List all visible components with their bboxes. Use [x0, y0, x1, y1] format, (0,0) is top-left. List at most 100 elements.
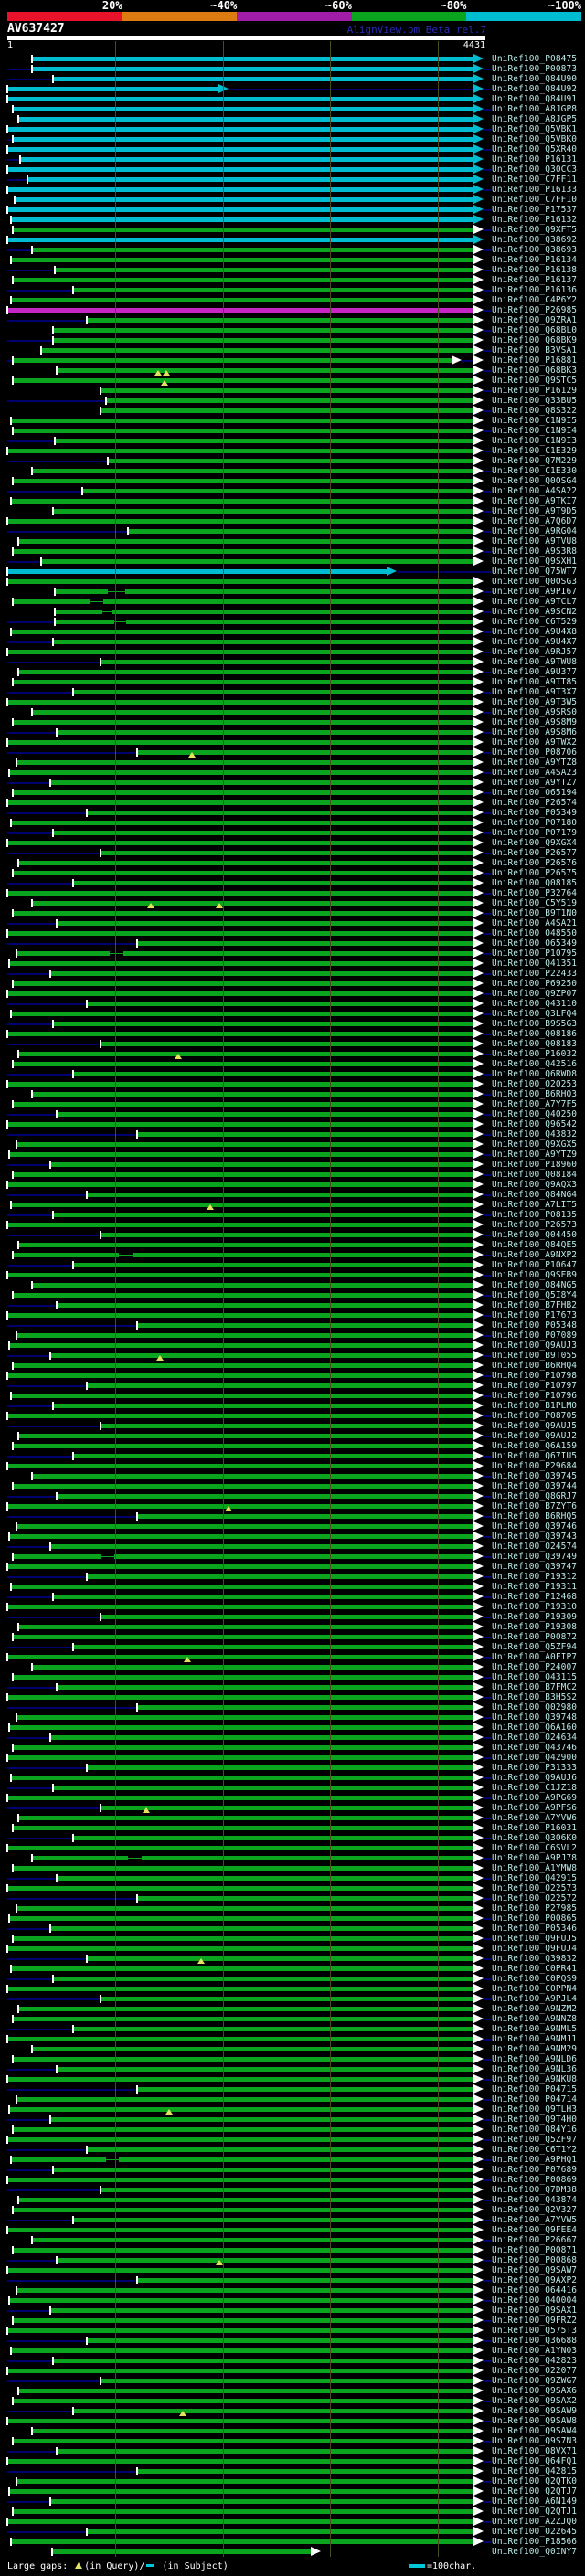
hit-label[interactable]: UniRef100_A9PI67 [492, 587, 578, 597]
alignment-bar[interactable] [16, 760, 473, 765]
alignment-bar[interactable] [72, 2218, 473, 2222]
alignment-bar[interactable] [11, 1394, 473, 1398]
alignment-bar[interactable] [9, 1916, 473, 1921]
alignment-bar[interactable] [72, 2027, 473, 2031]
alignment-bar[interactable] [56, 368, 473, 373]
hit-label[interactable]: UniRef100_P26573 [492, 1220, 578, 1230]
alignment-bar[interactable] [9, 1152, 473, 1157]
alignment-bar[interactable] [7, 1414, 473, 1418]
alignment-bar[interactable] [13, 1172, 473, 1177]
alignment-bar[interactable] [11, 1203, 473, 1207]
alignment-bar[interactable] [16, 951, 473, 956]
alignment-bar[interactable] [50, 780, 473, 785]
hit-label[interactable]: UniRef100_Q9ZWG7 [492, 2376, 578, 2386]
hit-label[interactable]: UniRef100_A4SA22 [492, 486, 578, 496]
hit-label[interactable]: UniRef100_P18960 [492, 1160, 578, 1170]
hit-label[interactable]: UniRef100_A9NXP2 [492, 1250, 578, 1260]
hit-label[interactable]: UniRef100_Q43746 [492, 1743, 578, 1753]
alignment-bar[interactable] [31, 469, 473, 473]
hit-label[interactable]: UniRef100_P00868 [492, 2255, 578, 2265]
alignment-bar[interactable] [7, 519, 473, 524]
alignment-bar[interactable] [13, 599, 473, 604]
alignment-bar[interactable] [52, 338, 473, 343]
alignment-bar[interactable] [13, 2208, 473, 2212]
hit-label[interactable]: UniRef100_Q9XGX5 [492, 1140, 578, 1150]
alignment-bar[interactable] [7, 1886, 473, 1891]
hit-label[interactable]: UniRef100_Q84Y16 [492, 2125, 578, 2135]
alignment-bar[interactable] [40, 559, 473, 564]
hit-label[interactable]: UniRef100_C6T529 [492, 617, 578, 627]
hit-label[interactable]: UniRef100_P19308 [492, 1622, 578, 1632]
alignment-bar[interactable] [86, 2529, 473, 2534]
alignment-bar[interactable] [127, 529, 473, 534]
alignment-bar[interactable] [50, 2499, 473, 2504]
hit-label[interactable]: UniRef100_C0PQS9 [492, 1974, 578, 1984]
hit-label[interactable]: UniRef100_Q8VX71 [492, 2446, 578, 2456]
hit-label[interactable]: UniRef100_C1E329 [492, 446, 578, 456]
alignment-bar[interactable] [50, 1162, 473, 1167]
hit-label[interactable]: UniRef100_A0FIP7 [492, 1652, 578, 1662]
hit-label[interactable]: UniRef100_O65194 [492, 788, 578, 798]
alignment-bar[interactable] [108, 459, 473, 463]
alignment-bar[interactable] [7, 1755, 473, 1760]
alignment-bar[interactable] [18, 2198, 473, 2202]
hit-label[interactable]: UniRef100_Q08186 [492, 1029, 578, 1039]
alignment-bar[interactable] [56, 921, 473, 926]
hit-label[interactable]: UniRef100_B3VSA1 [492, 345, 578, 355]
hit-label[interactable]: UniRef100_Q68BK3 [492, 366, 578, 376]
hit-label[interactable]: UniRef100_P16881 [492, 355, 578, 366]
alignment-bar[interactable] [9, 1534, 473, 1539]
alignment-bar[interactable] [7, 127, 473, 132]
alignment-bar[interactable] [7, 1082, 473, 1087]
alignment-bar[interactable] [11, 419, 473, 423]
hit-label[interactable]: UniRef100_P08135 [492, 1210, 578, 1220]
alignment-bar[interactable] [7, 2419, 473, 2423]
hit-label[interactable]: UniRef100_Q02980 [492, 1702, 578, 1712]
hit-label[interactable]: UniRef100_C5Y519 [492, 898, 578, 908]
hit-label[interactable]: UniRef100_Q96542 [492, 1119, 578, 1129]
alignment-bar[interactable] [136, 1514, 473, 1519]
alignment-bar[interactable] [52, 1977, 473, 1981]
alignment-bar[interactable] [31, 1474, 473, 1479]
alignment-bar[interactable] [13, 1635, 473, 1639]
alignment-bar[interactable] [18, 1625, 473, 1629]
alignment-bar[interactable] [7, 1695, 473, 1700]
alignment-bar[interactable] [7, 1987, 473, 1991]
hit-label[interactable]: UniRef100_B7ZYT6 [492, 1501, 578, 1511]
hit-label[interactable]: UniRef100_Q84QE5 [492, 1240, 578, 1250]
hit-label[interactable]: UniRef100_Q9FUJ5 [492, 1934, 578, 1944]
alignment-bar[interactable] [31, 1092, 473, 1097]
alignment-bar[interactable] [18, 117, 473, 122]
hit-label[interactable]: UniRef100_Q5I8Y4 [492, 1290, 578, 1300]
hit-label[interactable]: UniRef100_Q9SAX1 [492, 2306, 578, 2316]
hit-label[interactable]: UniRef100_C0PR41 [492, 1964, 578, 1974]
alignment-bar[interactable] [16, 2097, 473, 2102]
alignment-bar[interactable] [101, 408, 473, 413]
alignment-bar[interactable] [52, 1595, 473, 1599]
alignment-bar[interactable] [9, 770, 473, 775]
hit-label[interactable]: UniRef100_Q84U90 [492, 74, 578, 84]
alignment-bar[interactable] [11, 2348, 473, 2353]
alignment-bar[interactable] [101, 2379, 473, 2383]
alignment-bar[interactable] [72, 1454, 473, 1458]
alignment-bar[interactable] [7, 2137, 473, 2142]
hit-label[interactable]: UniRef100_A7Q6D7 [492, 516, 578, 526]
alignment-bar[interactable] [11, 298, 473, 302]
alignment-bar[interactable] [13, 228, 473, 232]
hit-label[interactable]: UniRef100_P00873 [492, 64, 578, 74]
hit-label[interactable]: UniRef100_Q2QTJ7 [492, 2486, 578, 2496]
alignment-bar[interactable] [18, 670, 473, 674]
alignment-bar[interactable] [7, 1313, 473, 1318]
alignment-bar[interactable] [7, 1796, 473, 1800]
hit-label[interactable]: UniRef100_Q0INY7 [492, 2547, 578, 2557]
hit-label[interactable]: UniRef100_P05349 [492, 808, 578, 818]
alignment-bar[interactable] [9, 1343, 473, 1348]
hit-label[interactable]: UniRef100_C4P6Y2 [492, 295, 578, 305]
alignment-bar[interactable] [86, 2338, 473, 2343]
hit-label[interactable]: UniRef100_Q41351 [492, 959, 578, 969]
hit-label[interactable]: UniRef100_B9T055 [492, 1351, 578, 1361]
hit-label[interactable]: UniRef100_P10796 [492, 1391, 578, 1401]
alignment-bar[interactable] [7, 2459, 473, 2464]
hit-label[interactable]: UniRef100_C6SVL2 [492, 1843, 578, 1853]
alignment-bar[interactable] [13, 278, 473, 282]
